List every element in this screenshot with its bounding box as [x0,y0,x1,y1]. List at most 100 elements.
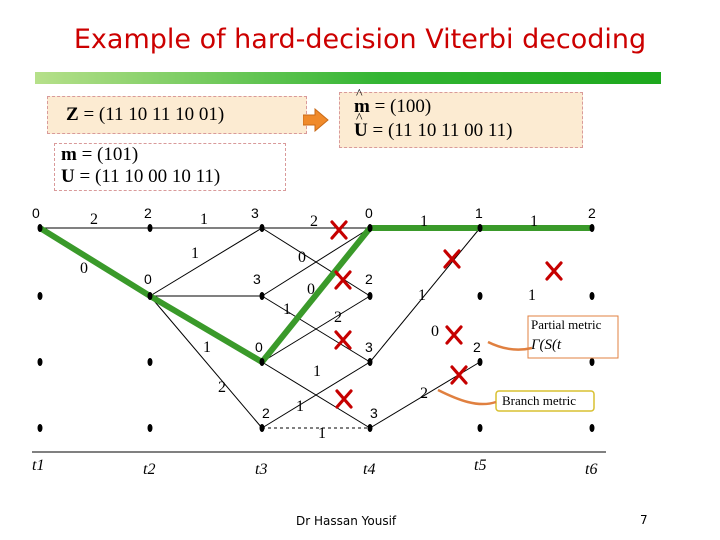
node-metric: 3 [365,339,373,355]
branch-metric: 1 [313,363,321,380]
transmitted-codeword-symbol: U [61,166,75,187]
discard-mark-icon [545,261,563,281]
branch-metric: 0 [431,323,439,340]
transmitted-codeword-line: U = (11 10 00 10 11) [61,166,285,188]
node-metric: 2 [144,205,152,221]
decoded-codeword-value: = (11 10 11 00 11) [372,120,513,141]
branch-metric-label: Branch metric [502,393,576,408]
branch-metric: 0 [298,249,306,266]
trellis-node [589,224,595,232]
transmitted-message-line: m = (101) [61,144,285,166]
survivor-path [38,225,592,365]
decoded-codeword-symbol: U [354,107,368,143]
branch-metric: 0 [307,281,315,298]
branch-metric: 1 [420,213,428,230]
trellis-node [37,358,43,366]
branch-metric: 1 [296,398,304,415]
decoded-message-value: = (100) [374,96,432,117]
trellis-node [367,424,373,432]
trellis-node [477,424,483,432]
discard-mark-icon [443,249,461,269]
discard-mark-icon [450,365,468,385]
branch [261,227,371,297]
trellis-node [37,292,43,300]
time-label: t3 [255,461,267,478]
discarded-branch-marks [330,220,563,409]
node-metric: 0 [32,205,40,221]
transmitted-codeword-value: = (11 10 00 10 11) [79,166,221,187]
trellis-node [259,424,265,432]
discard-mark-icon [334,270,352,290]
node-metric: 3 [370,405,378,421]
branch-metric: 2 [420,385,428,402]
branch [261,361,371,429]
trellis-node [259,358,265,366]
trellis-node [589,424,595,432]
branch-metric: 1 [528,287,536,304]
time-label: t4 [363,461,375,478]
trellis-node [589,292,595,300]
received-equals: = [83,104,95,125]
branch-metric: 1 [318,425,326,442]
node-metric: 2 [473,339,481,355]
trellis-node [259,224,265,232]
branch-metric: 1 [200,211,208,228]
time-label: t5 [474,457,486,474]
transmitted-message-value: = (101) [81,144,139,165]
trellis-node [367,224,373,232]
trellis-node [477,224,483,232]
transmitted-box: m = (101) U = (11 10 00 10 11) [54,143,286,191]
trellis-node [147,424,153,432]
branch-metric: 1 [203,339,211,356]
partial-metric-label: Partial metric [531,317,602,332]
trellis-node [147,358,153,366]
branch-metric-pointer [437,388,497,406]
footer-author: Dr Hassan Yousif [296,514,397,528]
branch-metric: 2 [310,213,318,230]
trellis-node [147,292,153,300]
trellis-node [37,224,43,232]
branch-metric: 1 [418,287,426,304]
branch-metric: 1 [530,213,538,230]
title-underline-bar [35,72,661,84]
trellis-node [589,358,595,366]
decoded-result-box: m = (100) U = (11 10 11 00 11) [339,83,583,148]
received-sequence: (11 10 11 10 01) [98,104,225,125]
time-label: t1 [32,457,44,474]
trellis-node [259,292,265,300]
branch-metric: 2 [218,379,226,396]
trellis-node [37,424,43,432]
node-metric: 0 [255,339,263,355]
trellis-node [477,292,483,300]
trellis-node [367,358,373,366]
branch [261,295,371,363]
trellis-node [477,358,483,366]
received-symbol: Z [66,104,79,125]
branch-metric: 0 [80,260,88,277]
branch-metric-callout [495,390,595,412]
received-sequence-box: Z = (11 10 11 10 01) [47,96,307,134]
node-metric: 0 [365,205,373,221]
branch-metric: 1 [191,245,199,262]
node-metric: 2 [262,405,270,421]
node-metric: 2 [365,271,373,287]
partial-metric-formula: Γ(S(t [530,337,562,353]
right-arrow-icon [303,108,329,132]
branch-metric: 2 [90,211,98,228]
branch-metric: 2 [334,309,342,326]
node-metric: 2 [588,205,596,221]
trellis-node [367,292,373,300]
slide-title: Example of hard-decision Viterbi decodin… [73,24,647,55]
branch [149,227,263,297]
node-metric: 3 [251,205,259,221]
branch [369,227,481,363]
discard-mark-icon [330,220,348,240]
node-metric: 1 [475,205,483,221]
time-label: t6 [585,461,597,478]
transmitted-message-symbol: m [61,144,77,165]
page-number: 7 [640,513,648,527]
partial-metric-callout [527,315,619,359]
decoded-codeword-line: U = (11 10 11 00 11) [354,107,582,143]
discard-mark-icon [335,389,353,409]
